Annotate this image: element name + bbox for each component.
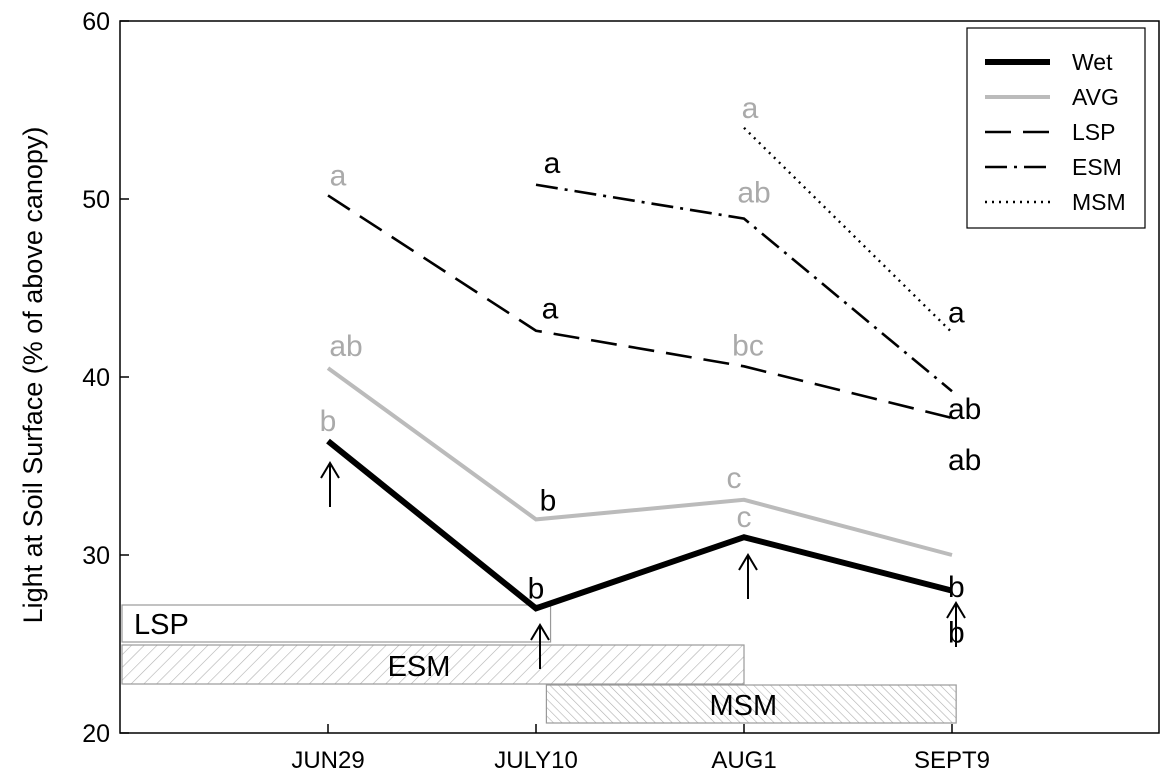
y-tick-label: 50 [82, 186, 110, 214]
arrow-head [946, 601, 966, 619]
point-label: b [948, 571, 965, 604]
y-tick-label: 40 [82, 364, 110, 392]
x-tick-label: JUN29 [291, 747, 364, 774]
sampling-arrows [320, 461, 966, 669]
x-tick-label: JULY10 [494, 747, 578, 774]
y-axis-title: Light at Soil Surface (% of above canopy… [18, 127, 48, 624]
legend-label-avg: AVG [1072, 84, 1119, 110]
series-line-msm [743, 126, 953, 334]
point-label: b [320, 405, 337, 438]
arrow-head [320, 461, 340, 479]
point-label: ab [948, 393, 981, 426]
period-bar-msm [545, 684, 957, 724]
y-tick-label: 60 [82, 8, 110, 36]
y-tick-label: 30 [82, 542, 110, 570]
point-label: b [528, 572, 545, 605]
series-line-esm [535, 183, 953, 393]
point-labels: bbcbabbcbaabcabaababaa [320, 92, 982, 650]
point-label: c [737, 501, 752, 534]
series-line-avg [326, 366, 953, 557]
x-tick-label: SEPT9 [914, 747, 990, 774]
point-label: a [542, 293, 559, 326]
y-axis: 20 30 40 50 60 [82, 8, 129, 748]
sampling-arrow [320, 461, 340, 507]
point-label: a [330, 159, 347, 192]
series-line-wet [326, 438, 953, 612]
period-bar-lsp [121, 604, 552, 643]
period-bars: LSP ESM MSM [121, 604, 957, 724]
point-label: ab [329, 330, 362, 363]
point-label: c [727, 462, 742, 495]
sampling-arrow [946, 601, 966, 647]
period-bar-label: MSM [709, 690, 777, 722]
sampling-arrow [530, 623, 550, 669]
point-label: ab [948, 444, 981, 477]
x-axis: JUN29 JULY10 AUG1 SEPT9 [291, 724, 990, 774]
period-bar-esm [121, 644, 745, 685]
point-label: ab [737, 177, 770, 210]
legend-label-wet: Wet [1072, 49, 1113, 75]
point-label: b [540, 484, 557, 517]
arrow-head [738, 553, 758, 571]
arrow-head [530, 623, 550, 641]
period-bar-label: ESM [388, 651, 451, 683]
series-line-lsp [327, 194, 953, 420]
legend: Wet AVG LSP ESM MSM [966, 27, 1146, 229]
legend-label-msm: MSM [1072, 189, 1126, 215]
y-tick-label: 20 [82, 720, 110, 748]
legend-label-lsp: LSP [1072, 119, 1115, 145]
point-label: a [948, 297, 965, 330]
legend-label-esm: ESM [1072, 154, 1122, 180]
x-tick-label: AUG1 [711, 747, 776, 774]
point-label: a [742, 92, 759, 125]
point-label: bc [732, 329, 764, 362]
sampling-arrow [738, 553, 758, 599]
point-label: a [544, 147, 561, 180]
series-lines [326, 126, 953, 612]
period-bar-label: LSP [134, 609, 189, 641]
